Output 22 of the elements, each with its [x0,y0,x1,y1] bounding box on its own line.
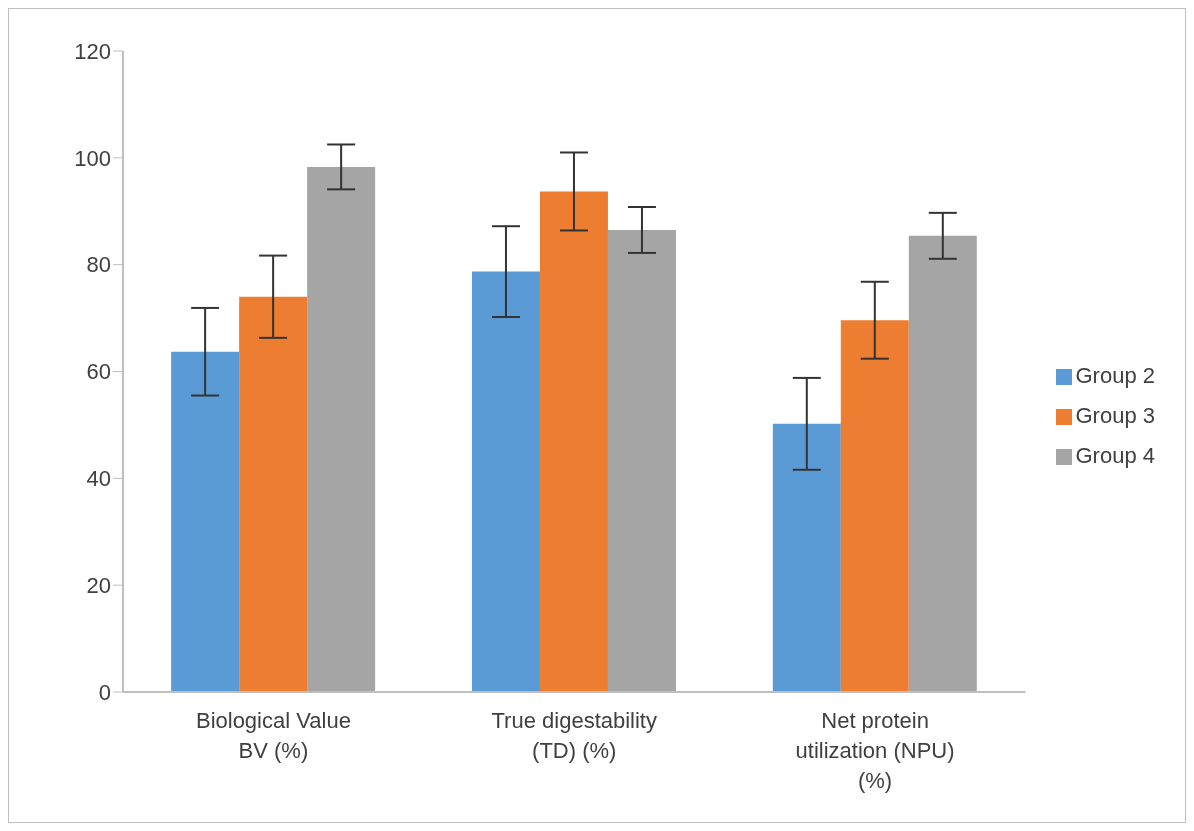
y-tick-label: 0 [98,679,111,705]
bar [908,235,977,692]
x-tick-label: Net protein utilization (NPU) (%) [795,708,955,793]
bar [607,229,676,692]
legend-label: Group 4 [1075,442,1155,468]
bar [239,296,308,692]
x-tick-label: True digestability (TD) (%) [491,708,657,763]
y-tick-label: 20 [86,572,111,598]
bar [307,166,376,692]
bar [539,191,608,692]
y-tick-label: 80 [86,252,111,278]
y-tick-label: 60 [86,359,111,385]
y-tick-label: 40 [86,466,111,492]
bar [471,271,540,692]
legend-label: Group 2 [1075,362,1155,388]
bar [772,423,841,692]
y-tick-label: 120 [74,38,111,64]
legend-label: Group 3 [1075,402,1155,428]
y-tick-label: 100 [74,145,111,171]
x-tick-label: Biological Value BV (%) [195,708,351,763]
bar [840,320,909,692]
bar [171,351,240,692]
